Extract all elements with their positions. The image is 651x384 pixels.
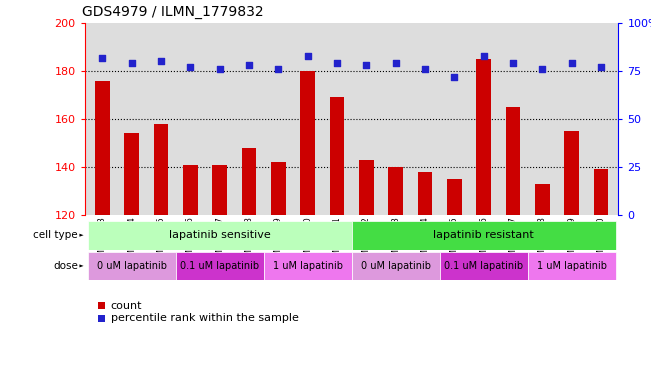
Bar xyxy=(176,252,264,280)
Bar xyxy=(388,167,403,215)
Text: 1 uM lapatinib: 1 uM lapatinib xyxy=(536,261,607,271)
Bar xyxy=(300,71,315,215)
Bar xyxy=(417,172,432,215)
Point xyxy=(361,62,372,68)
Bar xyxy=(352,221,615,250)
Bar xyxy=(535,184,549,215)
Point xyxy=(449,74,460,80)
Point xyxy=(420,66,430,72)
Point xyxy=(537,66,547,72)
Bar xyxy=(242,148,256,215)
Bar xyxy=(594,169,608,215)
Point xyxy=(156,58,166,65)
Point xyxy=(126,60,137,66)
Text: lapatinib resistant: lapatinib resistant xyxy=(433,230,534,240)
Text: count: count xyxy=(111,301,142,311)
Point xyxy=(596,64,606,70)
Bar xyxy=(88,221,352,250)
Bar xyxy=(439,252,527,280)
Bar xyxy=(95,81,109,215)
Bar xyxy=(447,179,462,215)
Bar xyxy=(476,59,491,215)
Bar xyxy=(183,165,197,215)
Bar xyxy=(527,252,615,280)
Bar xyxy=(352,252,439,280)
Bar xyxy=(212,165,227,215)
Text: cell type: cell type xyxy=(33,230,78,240)
Text: GDS4979 / ILMN_1779832: GDS4979 / ILMN_1779832 xyxy=(82,5,264,19)
Text: dose: dose xyxy=(53,261,78,271)
Bar xyxy=(124,133,139,215)
Point xyxy=(243,62,254,68)
Text: 0 uM lapatinib: 0 uM lapatinib xyxy=(361,261,430,271)
Text: 0.1 uM lapatinib: 0.1 uM lapatinib xyxy=(180,261,259,271)
Bar xyxy=(264,252,352,280)
Text: 0 uM lapatinib: 0 uM lapatinib xyxy=(96,261,167,271)
Point xyxy=(566,60,577,66)
Point xyxy=(478,53,489,59)
Bar xyxy=(506,107,520,215)
Bar xyxy=(271,162,286,215)
Point xyxy=(508,60,518,66)
Text: 0.1 uM lapatinib: 0.1 uM lapatinib xyxy=(444,261,523,271)
Bar xyxy=(88,252,176,280)
Point xyxy=(302,53,312,59)
Text: 1 uM lapatinib: 1 uM lapatinib xyxy=(273,261,342,271)
Point xyxy=(331,60,342,66)
Bar xyxy=(329,98,344,215)
Point xyxy=(97,55,107,61)
Point xyxy=(391,60,401,66)
Text: lapatinib sensitive: lapatinib sensitive xyxy=(169,230,270,240)
Bar xyxy=(564,131,579,215)
Point xyxy=(214,66,225,72)
Bar xyxy=(154,124,168,215)
Point xyxy=(273,66,283,72)
Bar xyxy=(359,160,374,215)
Point xyxy=(185,64,195,70)
Text: percentile rank within the sample: percentile rank within the sample xyxy=(111,313,299,323)
